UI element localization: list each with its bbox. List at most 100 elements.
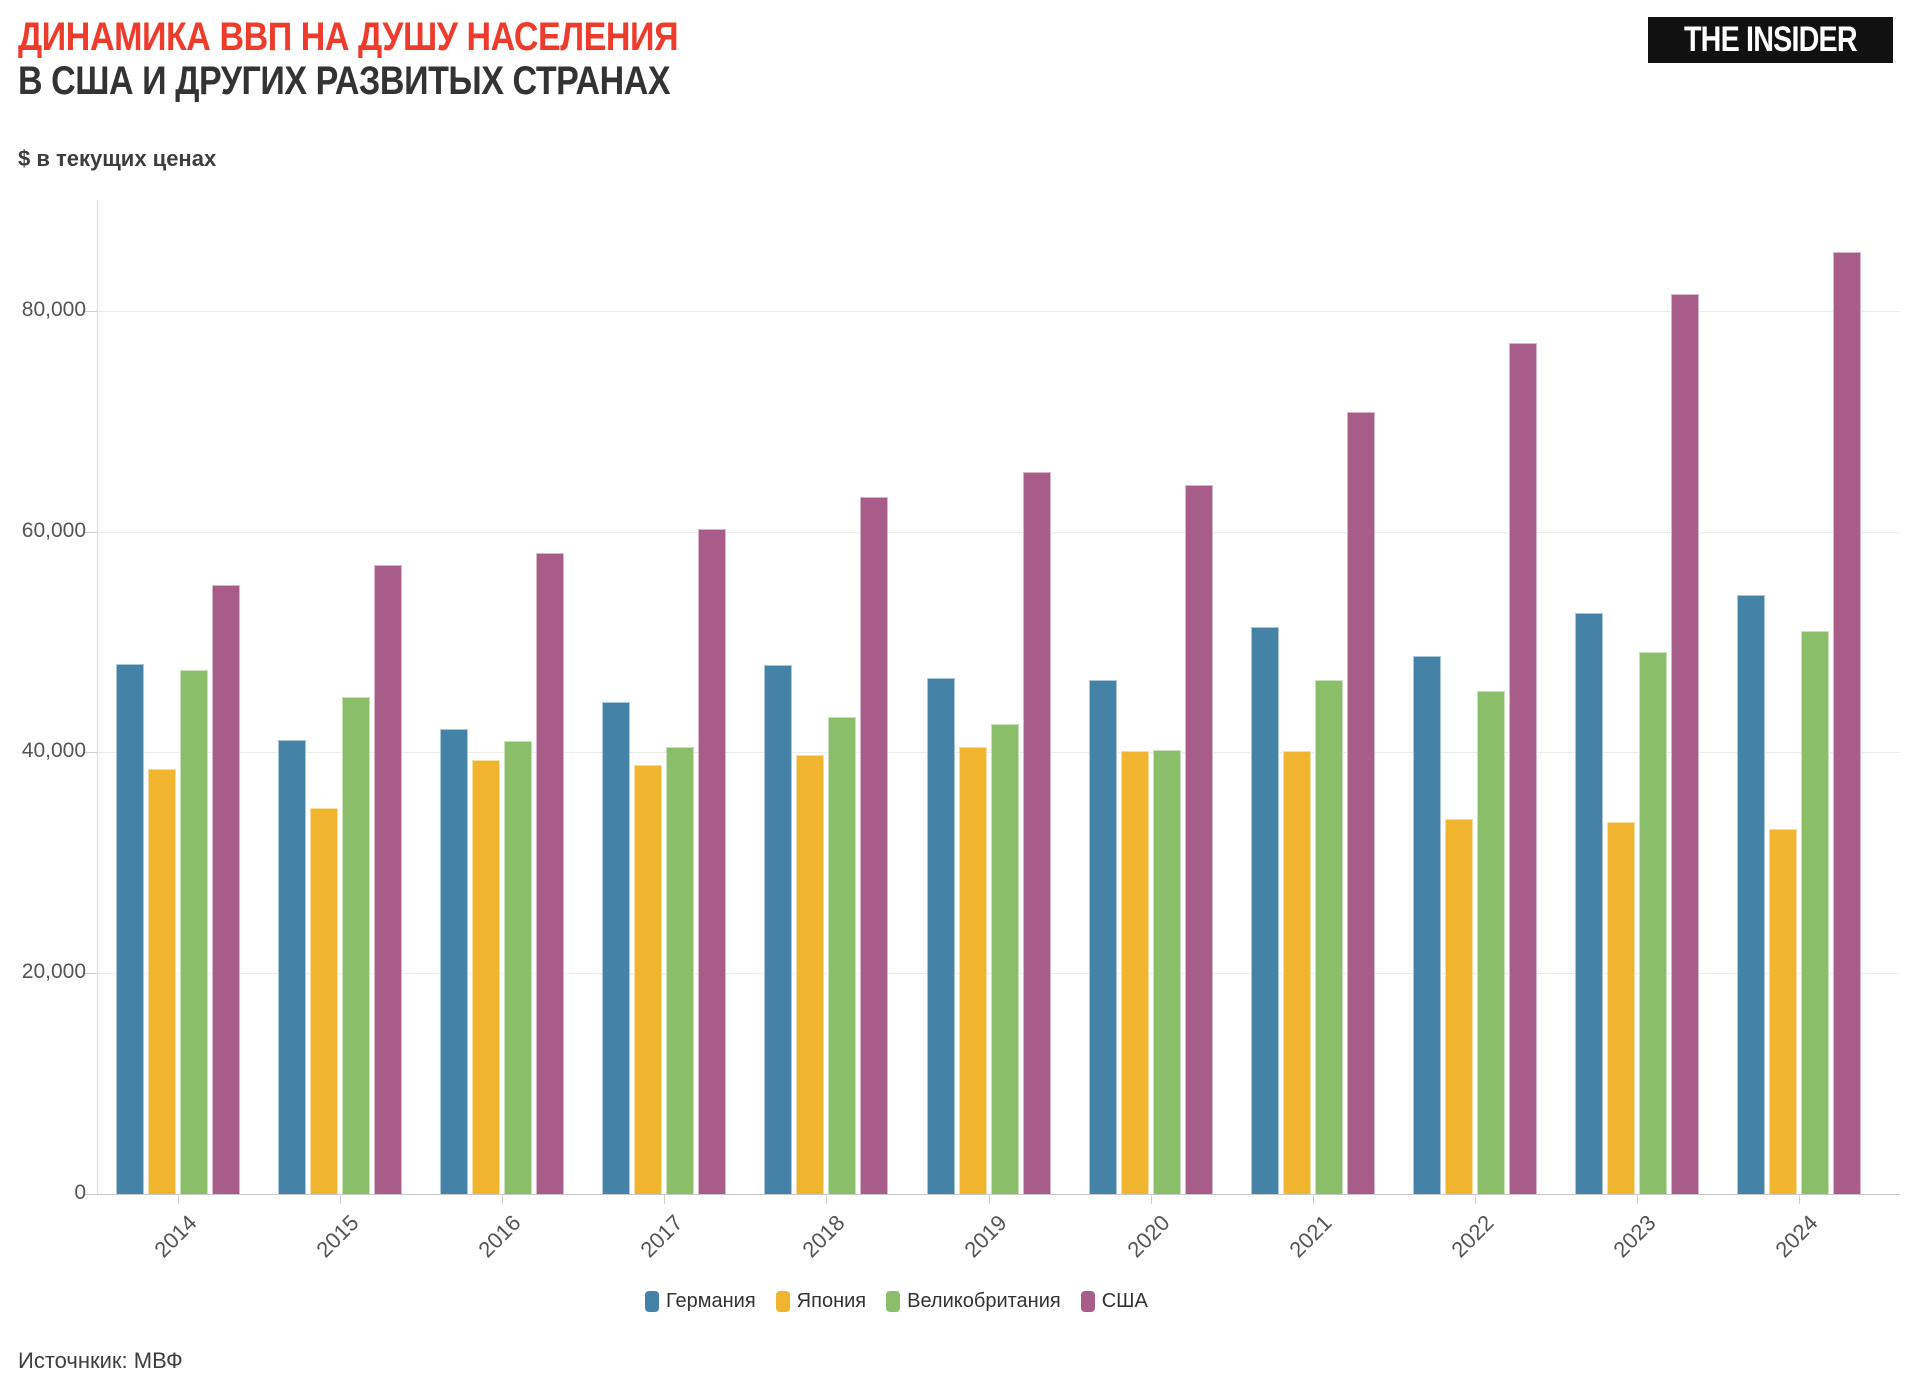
bar-uk-2015 xyxy=(342,697,370,1194)
bar-uk-2024 xyxy=(1801,631,1829,1194)
bar-usa-2017 xyxy=(698,529,726,1194)
bar-usa-2022 xyxy=(1509,343,1537,1194)
legend-swatch-usa xyxy=(1080,1291,1095,1312)
bar-japan-2023 xyxy=(1607,822,1635,1194)
bar-germany-2020 xyxy=(1089,680,1117,1194)
x-tick-label-2019: 2019 xyxy=(959,1210,1012,1263)
x-tick-mark-2015 xyxy=(340,1194,341,1204)
the-insider-logo: THE INSIDER xyxy=(1648,17,1893,63)
units-label: $ в текущих ценах xyxy=(18,146,217,171)
x-tick-label-2015: 2015 xyxy=(311,1210,364,1263)
y-tick-mark-60000 xyxy=(84,532,97,533)
x-tick-label-2017: 2017 xyxy=(635,1210,688,1263)
x-axis-line xyxy=(97,1194,1900,1195)
y-tick-mark-20000 xyxy=(84,973,97,974)
x-tick-label-2024: 2024 xyxy=(1770,1210,1823,1263)
x-tick-label-2021: 2021 xyxy=(1284,1210,1337,1263)
the-insider-logo-text: THE INSIDER xyxy=(1684,20,1858,59)
bar-uk-2014 xyxy=(180,670,208,1194)
bar-usa-2019 xyxy=(1023,472,1051,1194)
x-tick-mark-2016 xyxy=(502,1194,503,1204)
x-tick-mark-2018 xyxy=(826,1194,827,1204)
legend-swatch-japan xyxy=(775,1291,790,1312)
bar-uk-2019 xyxy=(991,724,1019,1194)
legend-label-usa: США xyxy=(1101,1290,1148,1312)
x-tick-mark-2019 xyxy=(989,1194,990,1204)
legend-swatch-uk xyxy=(886,1291,901,1312)
x-tick-label-2016: 2016 xyxy=(473,1210,526,1263)
bar-japan-2016 xyxy=(472,760,500,1194)
x-tick-label-2022: 2022 xyxy=(1446,1210,1499,1263)
bar-japan-2015 xyxy=(310,808,338,1194)
bar-usa-2024 xyxy=(1833,252,1861,1194)
legend-item-usa: США xyxy=(1080,1290,1148,1313)
bar-germany-2023 xyxy=(1575,613,1603,1194)
x-tick-label-2014: 2014 xyxy=(149,1210,202,1263)
bar-usa-2015 xyxy=(374,565,402,1194)
y-tick-label-80000: 80,000 xyxy=(21,298,86,321)
bar-germany-2016 xyxy=(440,729,468,1194)
bar-usa-2020 xyxy=(1185,485,1213,1194)
bar-usa-2023 xyxy=(1671,294,1699,1194)
chart-legend: Германия Япония Великобритания США xyxy=(645,1290,1148,1313)
legend-item-germany: Германия xyxy=(645,1290,756,1313)
bar-usa-2021 xyxy=(1347,412,1375,1194)
y-gridline-80000 xyxy=(97,311,1900,312)
y-tick-mark-80000 xyxy=(84,311,97,312)
bar-uk-2017 xyxy=(666,747,694,1194)
bar-usa-2018 xyxy=(860,497,888,1194)
bar-japan-2020 xyxy=(1121,751,1149,1194)
bar-germany-2024 xyxy=(1737,595,1765,1194)
bar-germany-2015 xyxy=(278,740,306,1194)
x-tick-mark-2017 xyxy=(664,1194,665,1204)
y-axis-line xyxy=(97,200,98,1194)
x-tick-mark-2014 xyxy=(178,1194,179,1204)
bar-japan-2021 xyxy=(1283,751,1311,1194)
y-gridline-60000 xyxy=(97,532,1900,533)
bar-uk-2023 xyxy=(1639,652,1667,1194)
x-tick-mark-2022 xyxy=(1475,1194,1476,1204)
x-tick-label-2023: 2023 xyxy=(1608,1210,1661,1263)
legend-label-uk: Великобритания xyxy=(907,1290,1061,1312)
bar-usa-2014 xyxy=(212,585,240,1194)
legend-label-japan: Япония xyxy=(796,1290,867,1312)
chart-title-line2: В США И ДРУГИХ РАЗВИТЫХ СТРАНАХ xyxy=(18,59,671,103)
x-tick-mark-2020 xyxy=(1151,1194,1152,1204)
bar-japan-2014 xyxy=(148,769,176,1194)
chart-title-line1: ДИНАМИКА ВВП НА ДУШУ НАСЕЛЕНИЯ xyxy=(18,15,679,59)
bar-usa-2016 xyxy=(536,553,564,1194)
legend-item-uk: Великобритания xyxy=(886,1290,1061,1313)
bar-japan-2019 xyxy=(959,747,987,1194)
x-tick-mark-2024 xyxy=(1799,1194,1800,1204)
y-tick-label-20000: 20,000 xyxy=(21,960,86,983)
bar-germany-2014 xyxy=(116,664,144,1194)
x-tick-label-2020: 2020 xyxy=(1122,1210,1175,1263)
source-note: Источнкик: МВФ xyxy=(18,1348,183,1373)
bar-uk-2021 xyxy=(1315,680,1343,1194)
bar-japan-2022 xyxy=(1445,819,1473,1194)
bar-germany-2017 xyxy=(602,702,630,1194)
bar-germany-2019 xyxy=(927,678,955,1194)
y-tick-mark-40000 xyxy=(84,752,97,753)
bar-germany-2018 xyxy=(764,665,792,1194)
bar-uk-2022 xyxy=(1477,691,1505,1194)
bar-uk-2016 xyxy=(504,741,532,1194)
bar-germany-2021 xyxy=(1251,627,1279,1194)
bar-japan-2017 xyxy=(634,765,662,1194)
legend-label-germany: Германия xyxy=(666,1290,756,1312)
x-tick-mark-2021 xyxy=(1313,1194,1314,1204)
bar-uk-2020 xyxy=(1153,750,1181,1194)
legend-item-japan: Япония xyxy=(775,1290,867,1313)
x-tick-label-2018: 2018 xyxy=(797,1210,850,1263)
y-tick-label-60000: 60,000 xyxy=(21,519,86,542)
y-tick-mark-0 xyxy=(84,1194,97,1195)
bar-uk-2018 xyxy=(828,717,856,1194)
y-tick-label-40000: 40,000 xyxy=(21,739,86,762)
bar-germany-2022 xyxy=(1413,656,1441,1194)
y-tick-label-0: 0 xyxy=(74,1181,86,1204)
bar-japan-2018 xyxy=(796,755,824,1194)
bar-japan-2024 xyxy=(1769,829,1797,1194)
legend-swatch-germany xyxy=(645,1291,659,1312)
x-tick-mark-2023 xyxy=(1637,1194,1638,1204)
